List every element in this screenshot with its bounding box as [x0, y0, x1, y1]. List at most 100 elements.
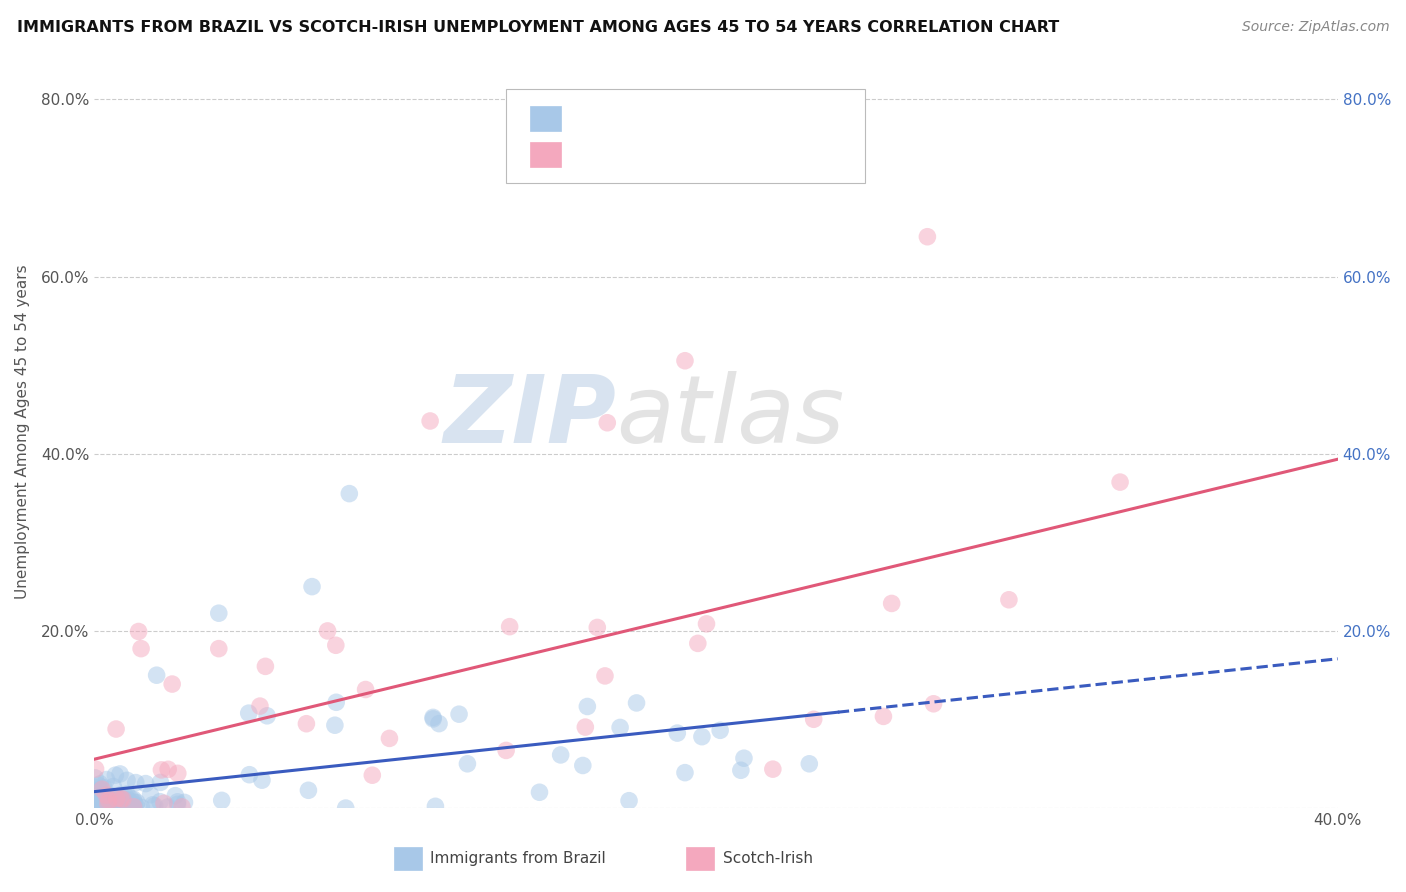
Point: [211, 793, 233, 807]
Text: IMMIGRANTS FROM BRAZIL VS SCOTCH-IRISH UNEMPLOYMENT AMONG AGES 45 TO 54 YEARS CO: IMMIGRANTS FROM BRAZIL VS SCOTCH-IRISH U…: [17, 20, 1059, 35]
Point: [93, 797, 115, 811]
Point: [93, 780, 115, 795]
Point: [115, 801, 138, 815]
Point: [325, 638, 347, 652]
Point: [249, 699, 271, 714]
Point: [87, 778, 110, 792]
Point: [105, 722, 128, 736]
Point: [617, 794, 640, 808]
Point: [166, 795, 188, 809]
Point: [495, 743, 517, 757]
Point: [173, 796, 195, 810]
Point: [256, 708, 278, 723]
Point: [104, 768, 127, 782]
Point: [160, 677, 183, 691]
Point: [529, 785, 551, 799]
Point: [89, 782, 111, 797]
Point: [97, 797, 120, 811]
Point: [110, 790, 132, 805]
Point: [593, 669, 616, 683]
Point: [100, 789, 122, 803]
Point: [104, 796, 127, 810]
Point: [550, 747, 572, 762]
Point: [323, 718, 346, 732]
Point: [149, 795, 172, 809]
Point: [125, 797, 148, 812]
Point: [142, 797, 165, 812]
Text: Immigrants from Brazil: Immigrants from Brazil: [430, 851, 606, 865]
Point: [337, 486, 360, 500]
Point: [799, 756, 821, 771]
Point: [96, 772, 118, 787]
Point: [98, 797, 121, 811]
Y-axis label: Unemployment Among Ages 45 to 54 years: Unemployment Among Ages 45 to 54 years: [15, 264, 30, 599]
Point: [572, 758, 595, 772]
Text: atlas: atlas: [617, 371, 845, 462]
Point: [96, 788, 118, 802]
Point: [166, 797, 188, 812]
Point: [105, 801, 128, 815]
Point: [574, 720, 596, 734]
Point: [139, 788, 162, 802]
Point: [301, 580, 323, 594]
Point: [84, 771, 107, 785]
Point: [297, 783, 319, 797]
Point: [97, 793, 120, 807]
Point: [120, 791, 142, 805]
Point: [709, 723, 731, 738]
Point: [90, 799, 112, 814]
Text: R =: R =: [575, 147, 610, 161]
Point: [122, 792, 145, 806]
Text: 0.110: 0.110: [620, 112, 671, 126]
Point: [114, 799, 136, 814]
Point: [156, 800, 179, 814]
Point: [98, 793, 121, 807]
Point: [143, 798, 166, 813]
Point: [586, 620, 609, 634]
Text: 45: 45: [730, 147, 758, 161]
Text: N =: N =: [688, 147, 724, 161]
Point: [730, 764, 752, 778]
Point: [115, 789, 138, 804]
Point: [100, 801, 122, 815]
Point: [125, 775, 148, 789]
Point: [84, 789, 107, 803]
Point: [153, 796, 176, 810]
Point: [872, 709, 894, 723]
Point: [166, 766, 188, 780]
Point: [91, 782, 114, 797]
Point: [498, 620, 520, 634]
Text: ZIP: ZIP: [444, 370, 617, 463]
Point: [115, 773, 138, 788]
Point: [91, 792, 114, 806]
Point: [449, 707, 471, 722]
Text: 103: 103: [730, 112, 763, 126]
Point: [83, 780, 105, 795]
Point: [89, 800, 111, 814]
Point: [101, 794, 124, 808]
Point: [165, 789, 187, 803]
Point: [115, 787, 138, 801]
Point: [111, 800, 134, 814]
Point: [419, 414, 441, 428]
Point: [238, 767, 260, 781]
Point: [89, 799, 111, 814]
Point: [98, 791, 121, 805]
Point: [250, 773, 273, 788]
Point: [124, 801, 146, 815]
Point: [422, 710, 444, 724]
Text: Scotch-Irish: Scotch-Irish: [723, 851, 813, 865]
Point: [100, 794, 122, 808]
Point: [673, 765, 696, 780]
Point: [425, 799, 447, 814]
Point: [690, 730, 713, 744]
Point: [110, 799, 132, 814]
Point: [596, 416, 619, 430]
Point: [335, 801, 357, 815]
Point: [107, 796, 129, 810]
Point: [609, 721, 631, 735]
Point: [626, 696, 648, 710]
Point: [125, 796, 148, 810]
Text: 0.539: 0.539: [620, 147, 671, 161]
Point: [90, 797, 112, 811]
